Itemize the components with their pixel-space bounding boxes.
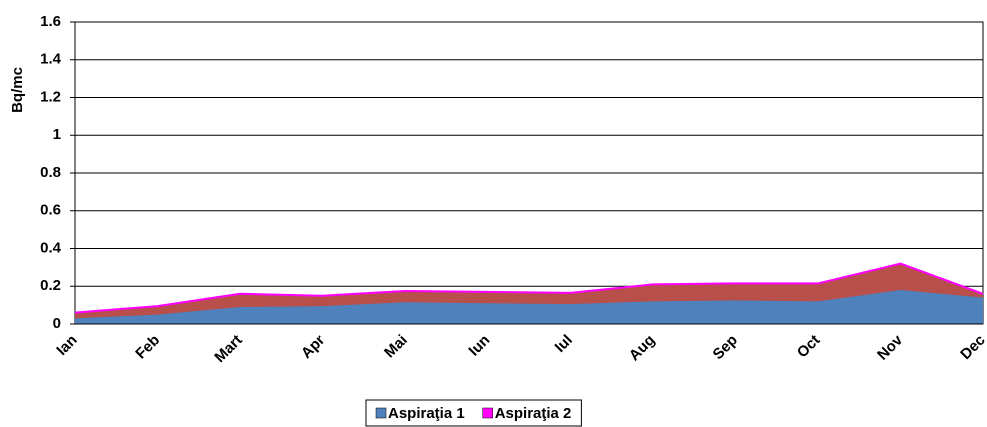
y-tick-label: 1.4 [40,51,62,68]
x-tick-label: Apr [298,332,328,362]
legend-label: Aspiraţia 2 [495,405,572,422]
x-tick-label: Feb [132,332,163,363]
x-tick-label: Iul [552,332,576,356]
y-tick-label: 0.6 [40,202,61,219]
area [75,290,983,324]
y-tick-label: 0 [53,315,61,332]
y-axis-label: Bq/mc [9,67,26,113]
x-tick-label: Nov [874,331,907,364]
legend-swatch [375,407,387,419]
x-tick-label: Aug [626,332,659,365]
legend-label: Aspiraţia 1 [388,405,465,422]
y-tick-label: 1 [53,126,61,143]
y-tick-label: 0.4 [40,239,62,256]
area-line [74,262,984,314]
y-tick-label: 1.6 [40,13,61,30]
x-tick-label: Iun [465,332,493,360]
x-tick-label: Dec [957,332,987,363]
legend-swatch [482,407,493,419]
x-tick-label: Mai [381,332,411,362]
x-tick-label: Oct [794,332,824,362]
x-tick-label: Mart [211,332,245,366]
y-tick-label: 0.2 [40,277,61,294]
legend-box [365,399,582,427]
y-tick-label: 0.8 [40,164,61,181]
y-tick-label: 1.2 [40,88,61,105]
x-tick-label: Sep [710,332,741,363]
legend: Aspiraţia 1 Aspiraţia 2 [365,399,582,427]
area [75,263,983,319]
x-tick-label: Ian [53,332,80,359]
